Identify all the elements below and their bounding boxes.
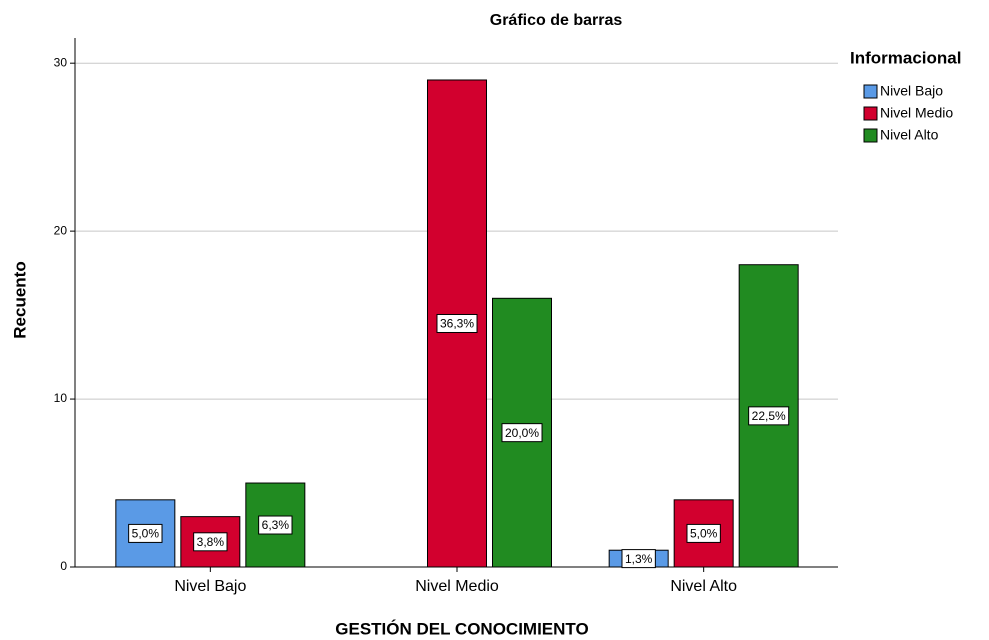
data-label-box [621,549,656,569]
legend-swatch [863,128,878,143]
legend-label: Nivel Alto [880,127,939,143]
data-label: 36,3% [440,317,474,331]
x-tick-label: Nivel Medio [415,578,499,595]
data-label: 5,0% [132,527,160,541]
y-tick-label: 20 [54,223,68,237]
chart-title: Gráfico de barras [490,12,623,29]
data-label-box [686,523,721,543]
x-tick-label: Nivel Bajo [174,578,246,595]
data-label-box [748,406,790,426]
x-axis-label: GESTIÓN DEL CONOCIMIENTO [335,619,588,638]
data-label: 3,8% [197,535,225,549]
legend-swatch [863,84,878,99]
data-label: 6,3% [262,518,290,532]
legend-label: Nivel Medio [880,105,953,121]
data-label: 20,0% [505,426,539,440]
data-label-box [128,523,163,543]
data-label-box [436,313,478,333]
y-tick-label: 10 [54,391,68,405]
data-label: 1,3% [625,552,653,566]
y-axis-label: Recuento [10,261,29,338]
y-tick-label: 30 [54,55,68,69]
y-tick-label: 0 [60,559,67,573]
data-label-box [193,532,228,552]
data-label: 5,0% [690,527,718,541]
data-label-box [501,423,543,443]
legend-swatch [863,106,878,121]
data-label: 22,5% [752,409,786,423]
data-label-box [258,515,293,535]
legend-title: Informacional [850,48,961,67]
legend-label: Nivel Bajo [880,83,943,99]
x-tick-label: Nivel Alto [670,578,737,595]
